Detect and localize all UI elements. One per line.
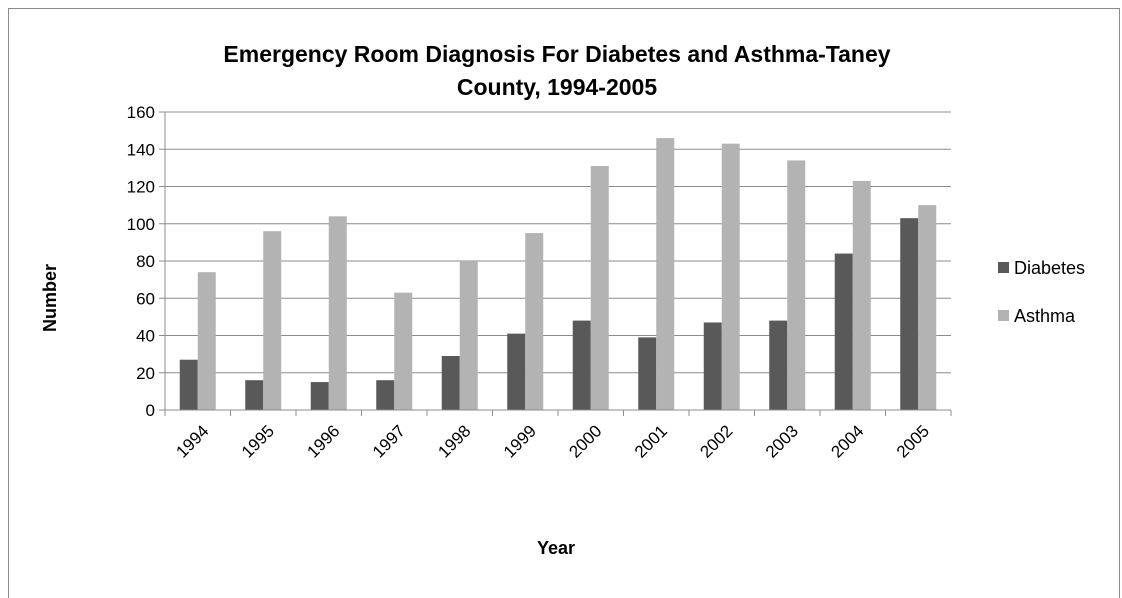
- x-tick-label-1996: 1996: [303, 421, 343, 461]
- y-tick-label-120: 120: [127, 178, 155, 197]
- bar-asthma-2001: [656, 138, 675, 410]
- y-tick-labels: 0 20 40 60 80 100 120 140 160: [127, 103, 155, 420]
- y-tick-label-20: 20: [136, 364, 155, 383]
- bar-diabetes-1995: [245, 380, 264, 410]
- axes: [159, 111, 952, 416]
- bar-diabetes-1994: [179, 359, 198, 410]
- chart-title-line-2: County, 1994-2005: [457, 74, 657, 100]
- bar-asthma-2004: [852, 180, 871, 410]
- bar-asthma-2003: [787, 160, 806, 410]
- legend: Diabetes Asthma: [998, 258, 1085, 326]
- y-axis-title: Number: [40, 264, 60, 332]
- x-tick-label-2003: 2003: [762, 421, 802, 461]
- bar-diabetes-1997: [376, 380, 395, 410]
- bar-diabetes-2000: [572, 320, 591, 410]
- y-tick-label-40: 40: [136, 327, 155, 346]
- bar-diabetes-2003: [769, 320, 788, 410]
- legend-swatch-asthma: [998, 310, 1009, 321]
- y-tick-label-100: 100: [127, 215, 155, 234]
- x-tick-label-2001: 2001: [631, 421, 671, 461]
- bar-diabetes-1999: [507, 333, 526, 410]
- chart-title-line-1: Emergency Room Diagnosis For Diabetes an…: [223, 41, 890, 67]
- gridlines: [165, 111, 951, 374]
- bar-asthma-2002: [721, 143, 740, 410]
- bar-diabetes-1996: [310, 382, 329, 410]
- bar-asthma-2000: [590, 166, 609, 410]
- bar-diabetes-2002: [703, 322, 722, 410]
- x-tick-label-2005: 2005: [893, 421, 933, 461]
- x-tick-label-1997: 1997: [369, 421, 409, 461]
- y-tick-label-140: 140: [127, 140, 155, 159]
- bar-asthma-1996: [328, 216, 347, 410]
- legend-label-diabetes: Diabetes: [1014, 258, 1085, 278]
- bars: [179, 138, 937, 410]
- bar-asthma-1998: [459, 261, 478, 410]
- x-tick-label-2004: 2004: [827, 421, 867, 461]
- x-axis-title: Year: [537, 538, 575, 558]
- chart-frame: [8, 8, 1120, 598]
- x-tick-label-1998: 1998: [434, 421, 474, 461]
- bar-asthma-1999: [525, 233, 544, 410]
- y-tick-label-160: 160: [127, 103, 155, 122]
- x-tick-labels: 1994 1995 1996 1997 1998 1999 2000 2001 2002 2003…: [172, 421, 933, 461]
- bar-diabetes-2004: [834, 253, 853, 410]
- x-tick-label-1995: 1995: [238, 421, 278, 461]
- y-tick-label-80: 80: [136, 252, 155, 271]
- x-tick-label-2000: 2000: [565, 421, 605, 461]
- legend-label-asthma: Asthma: [1014, 306, 1076, 326]
- bar-asthma-1994: [197, 272, 216, 410]
- bar-asthma-2005: [918, 205, 937, 410]
- x-tick-label-1994: 1994: [172, 421, 212, 461]
- x-tick-label-2002: 2002: [696, 421, 736, 461]
- y-tick-label-0: 0: [146, 401, 155, 420]
- bar-asthma-1997: [394, 292, 413, 410]
- x-tick-label-1999: 1999: [500, 421, 540, 461]
- chart-title: Emergency Room Diagnosis For Diabetes an…: [223, 41, 890, 100]
- legend-swatch-diabetes: [998, 262, 1009, 273]
- bar-diabetes-2005: [900, 218, 919, 410]
- y-tick-label-60: 60: [136, 289, 155, 308]
- bar-diabetes-1998: [441, 355, 460, 410]
- bar-asthma-1995: [263, 231, 282, 410]
- bar-diabetes-2001: [638, 337, 657, 410]
